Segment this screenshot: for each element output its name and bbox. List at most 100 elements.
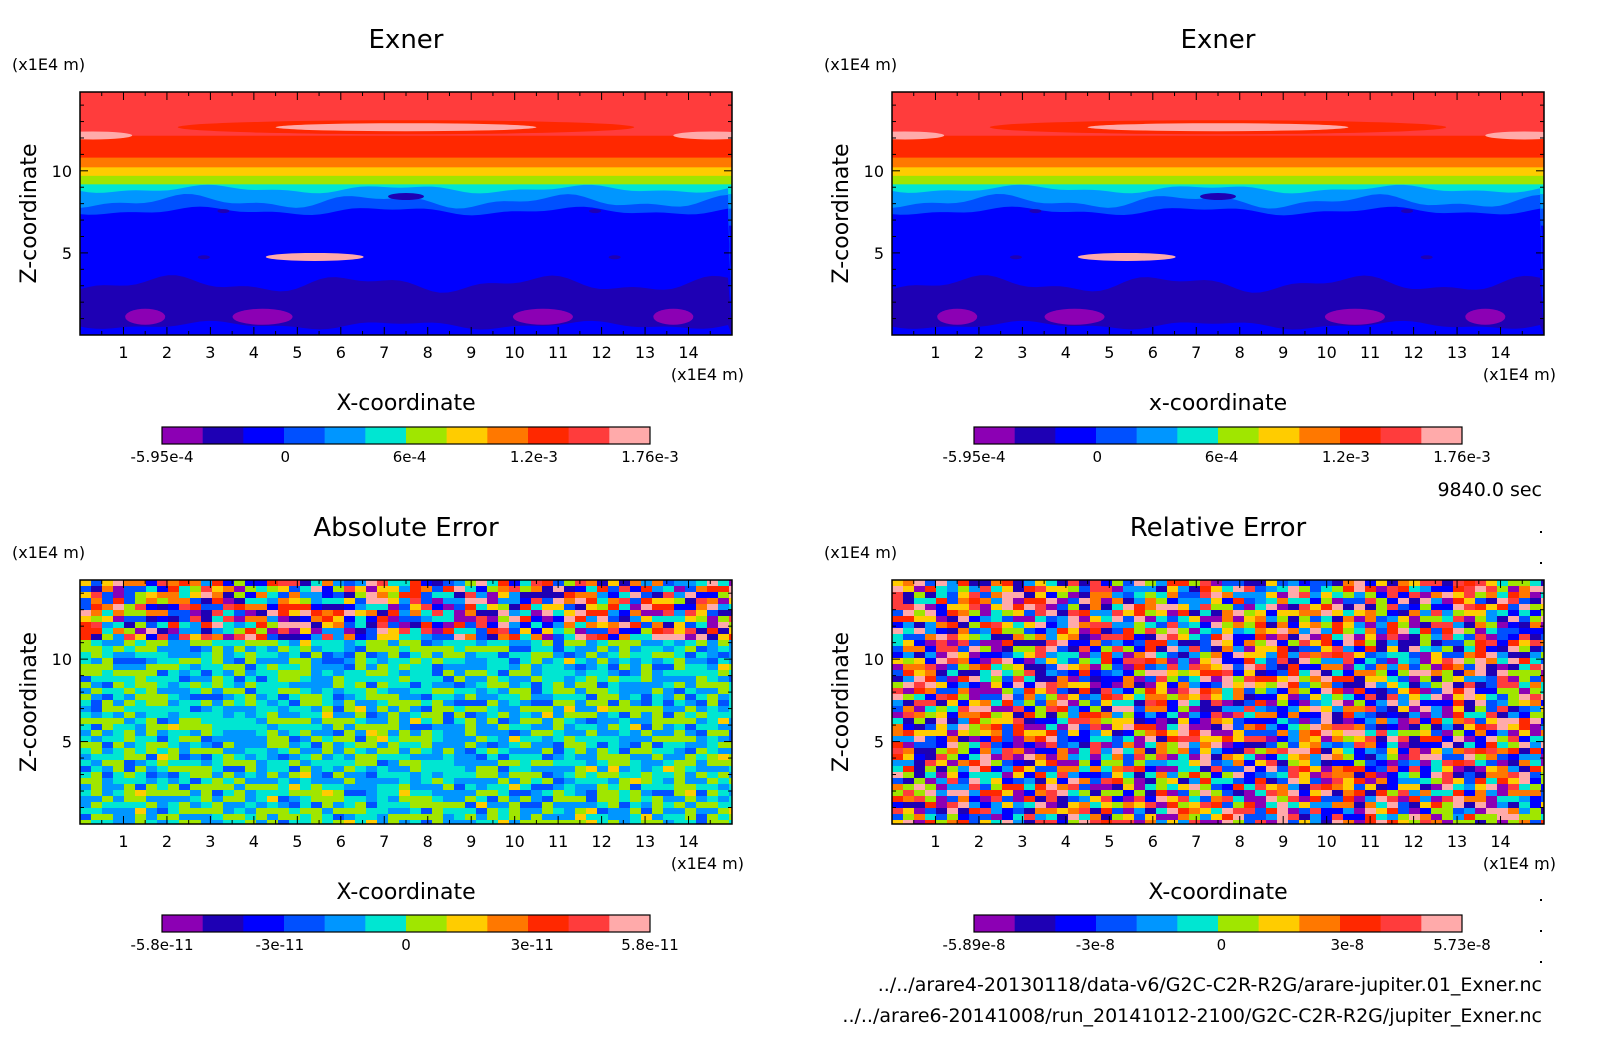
- x-tick-label: 12: [1403, 343, 1423, 362]
- x-unit-label: (x1E4 m): [671, 854, 744, 873]
- x-tick-label: 13: [635, 832, 655, 851]
- x-tick-label: 12: [591, 832, 611, 851]
- x-tick-label: 10: [1316, 343, 1336, 362]
- colorbar-swatch: [528, 427, 569, 444]
- x-tick-label: 8: [423, 343, 433, 362]
- colorbar: -5.89e-8 -3e-8 0 3e-8 5.73e-8: [943, 914, 1491, 954]
- colorbar-tick-label: -5.95e-4: [131, 448, 194, 466]
- x-tick-label: 8: [1235, 343, 1245, 362]
- y-axis-label: Z-coordinate: [829, 632, 854, 772]
- colorbar-swatch: [1380, 915, 1422, 932]
- colorbar-swatch: [974, 427, 1015, 444]
- colorbar-tick-label: -3e-11: [255, 936, 304, 954]
- colorbar-tick-label: 1.2e-3: [510, 448, 558, 466]
- x-tick-label: 13: [1447, 832, 1467, 851]
- heatmap-field: [892, 580, 1544, 824]
- colorbar-tick-label: 5.73e-8: [1433, 936, 1491, 954]
- colorbar-swatch: [202, 427, 244, 444]
- x-tick-label: 10: [504, 832, 524, 851]
- x-tick-label: 9: [1278, 832, 1288, 851]
- x-tick-label: 12: [591, 343, 611, 362]
- colorbar-swatch: [1258, 427, 1300, 444]
- x-tick-label: 9: [1278, 343, 1288, 362]
- x-tick-label: 3: [1017, 343, 1027, 362]
- x-tick-label: 5: [292, 832, 302, 851]
- colorbar-swatch: [324, 427, 366, 444]
- colorbar-swatch: [284, 427, 325, 444]
- colorbar-swatch: [202, 915, 244, 932]
- colorbar-tick-label: -5.89e-8: [943, 936, 1006, 954]
- x-tick-label: 8: [1235, 832, 1245, 851]
- colorbar-swatch: [1096, 427, 1137, 444]
- colorbar-swatch: [568, 427, 610, 444]
- colorbar-frame: [973, 914, 1463, 933]
- x-tick-label: 5: [292, 343, 302, 362]
- colorbar-tick-label: 1.76e-3: [621, 448, 679, 466]
- colorbar-frame: [973, 426, 1463, 445]
- colorbar-swatch: [487, 915, 529, 932]
- x-tick-label: 6: [336, 343, 346, 362]
- colorbar-swatch: [446, 427, 488, 444]
- y-tick-label: 5: [874, 244, 884, 263]
- colorbar-swatch: [406, 915, 447, 932]
- x-tick-label: 1: [118, 832, 128, 851]
- x-tick-label: 5: [1104, 832, 1114, 851]
- colorbar-frame: [161, 426, 651, 445]
- colorbar-swatch: [1177, 427, 1219, 444]
- colorbar-tick-label: 0: [1093, 448, 1103, 466]
- x-tick-label: 4: [1061, 832, 1071, 851]
- x-axis-label: x-coordinate: [1149, 391, 1287, 416]
- y-unit-label: (x1E4 m): [824, 543, 897, 562]
- colorbar-swatch: [974, 915, 1015, 932]
- colorbar-swatch: [1014, 427, 1056, 444]
- x-tick-label: 3: [205, 832, 215, 851]
- y-unit-label: (x1E4 m): [12, 543, 85, 562]
- colorbar-swatch: [162, 915, 203, 932]
- y-axis-label: Z-coordinate: [829, 144, 854, 284]
- colorbar-tick-label: 1.76e-3: [1433, 448, 1491, 466]
- colorbar-tick-label: -5.95e-4: [943, 448, 1006, 466]
- x-tick-label: 3: [1017, 832, 1027, 851]
- colorbar-swatch: [1299, 427, 1341, 444]
- colorbar-swatch: [1055, 915, 1097, 932]
- x-tick-label: 7: [1191, 343, 1201, 362]
- colorbar-swatch: [1380, 427, 1422, 444]
- colorbar-frame: [161, 914, 651, 933]
- y-unit-label: (x1E4 m): [824, 55, 897, 74]
- x-axis-label: X-coordinate: [1148, 880, 1287, 905]
- colorbar-tick-label: -5.8e-11: [131, 936, 194, 954]
- x-tick-label: 9: [466, 832, 476, 851]
- x-tick-label: 7: [379, 832, 389, 851]
- x-tick-label: 11: [548, 343, 568, 362]
- y-tick-label: 10: [52, 162, 72, 181]
- colorbar: -5.95e-4 0 6e-4 1.2e-3 1.76e-3: [131, 426, 679, 466]
- x-tick-label: 2: [162, 343, 172, 362]
- x-tick-label: 5: [1104, 343, 1114, 362]
- colorbar-swatch: [1136, 427, 1178, 444]
- colorbar-tick-label: 6e-4: [1205, 448, 1239, 466]
- x-axis-label: X-coordinate: [336, 880, 475, 905]
- colorbar-swatch: [609, 915, 651, 932]
- x-tick-label: 4: [249, 343, 259, 362]
- colorbar-swatch: [243, 427, 285, 444]
- colorbar: -5.95e-4 0 6e-4 1.2e-3 1.76e-3: [943, 426, 1491, 466]
- colorbar-swatch: [162, 427, 203, 444]
- colorbar-swatch: [528, 915, 569, 932]
- x-tick-label: 2: [162, 832, 172, 851]
- panel-2: Exner(x1E4 m)1 2 3 4 5 6 7 8 9 10 11 12 13 14(x1E4 m)…: [824, 25, 1556, 466]
- colorbar-swatch: [446, 915, 488, 932]
- colorbar-swatch: [1299, 915, 1341, 932]
- x-tick-label: 13: [1447, 343, 1467, 362]
- x-tick-label: 6: [1148, 832, 1158, 851]
- panel-4: Relative Error(x1E4 m)1 2 3 4 5 6 7 8 9 10 11 12 13 1…: [824, 513, 1556, 954]
- panel-1: Exner(x1E4 m)1 2 3 4 5 6 7 8 9 10 11 12 13 14(x1E4 m)…: [12, 25, 744, 466]
- y-tick-label: 5: [62, 244, 72, 263]
- y-axis-label: Z-coordinate: [17, 144, 42, 284]
- x-tick-label: 14: [1490, 343, 1510, 362]
- colorbar-swatch: [487, 427, 529, 444]
- colorbar-swatch: [1421, 427, 1463, 444]
- x-tick-label: 13: [635, 343, 655, 362]
- colorbar-swatch: [1096, 915, 1137, 932]
- colorbar-swatch: [1177, 915, 1219, 932]
- y-tick-label: 10: [52, 650, 72, 669]
